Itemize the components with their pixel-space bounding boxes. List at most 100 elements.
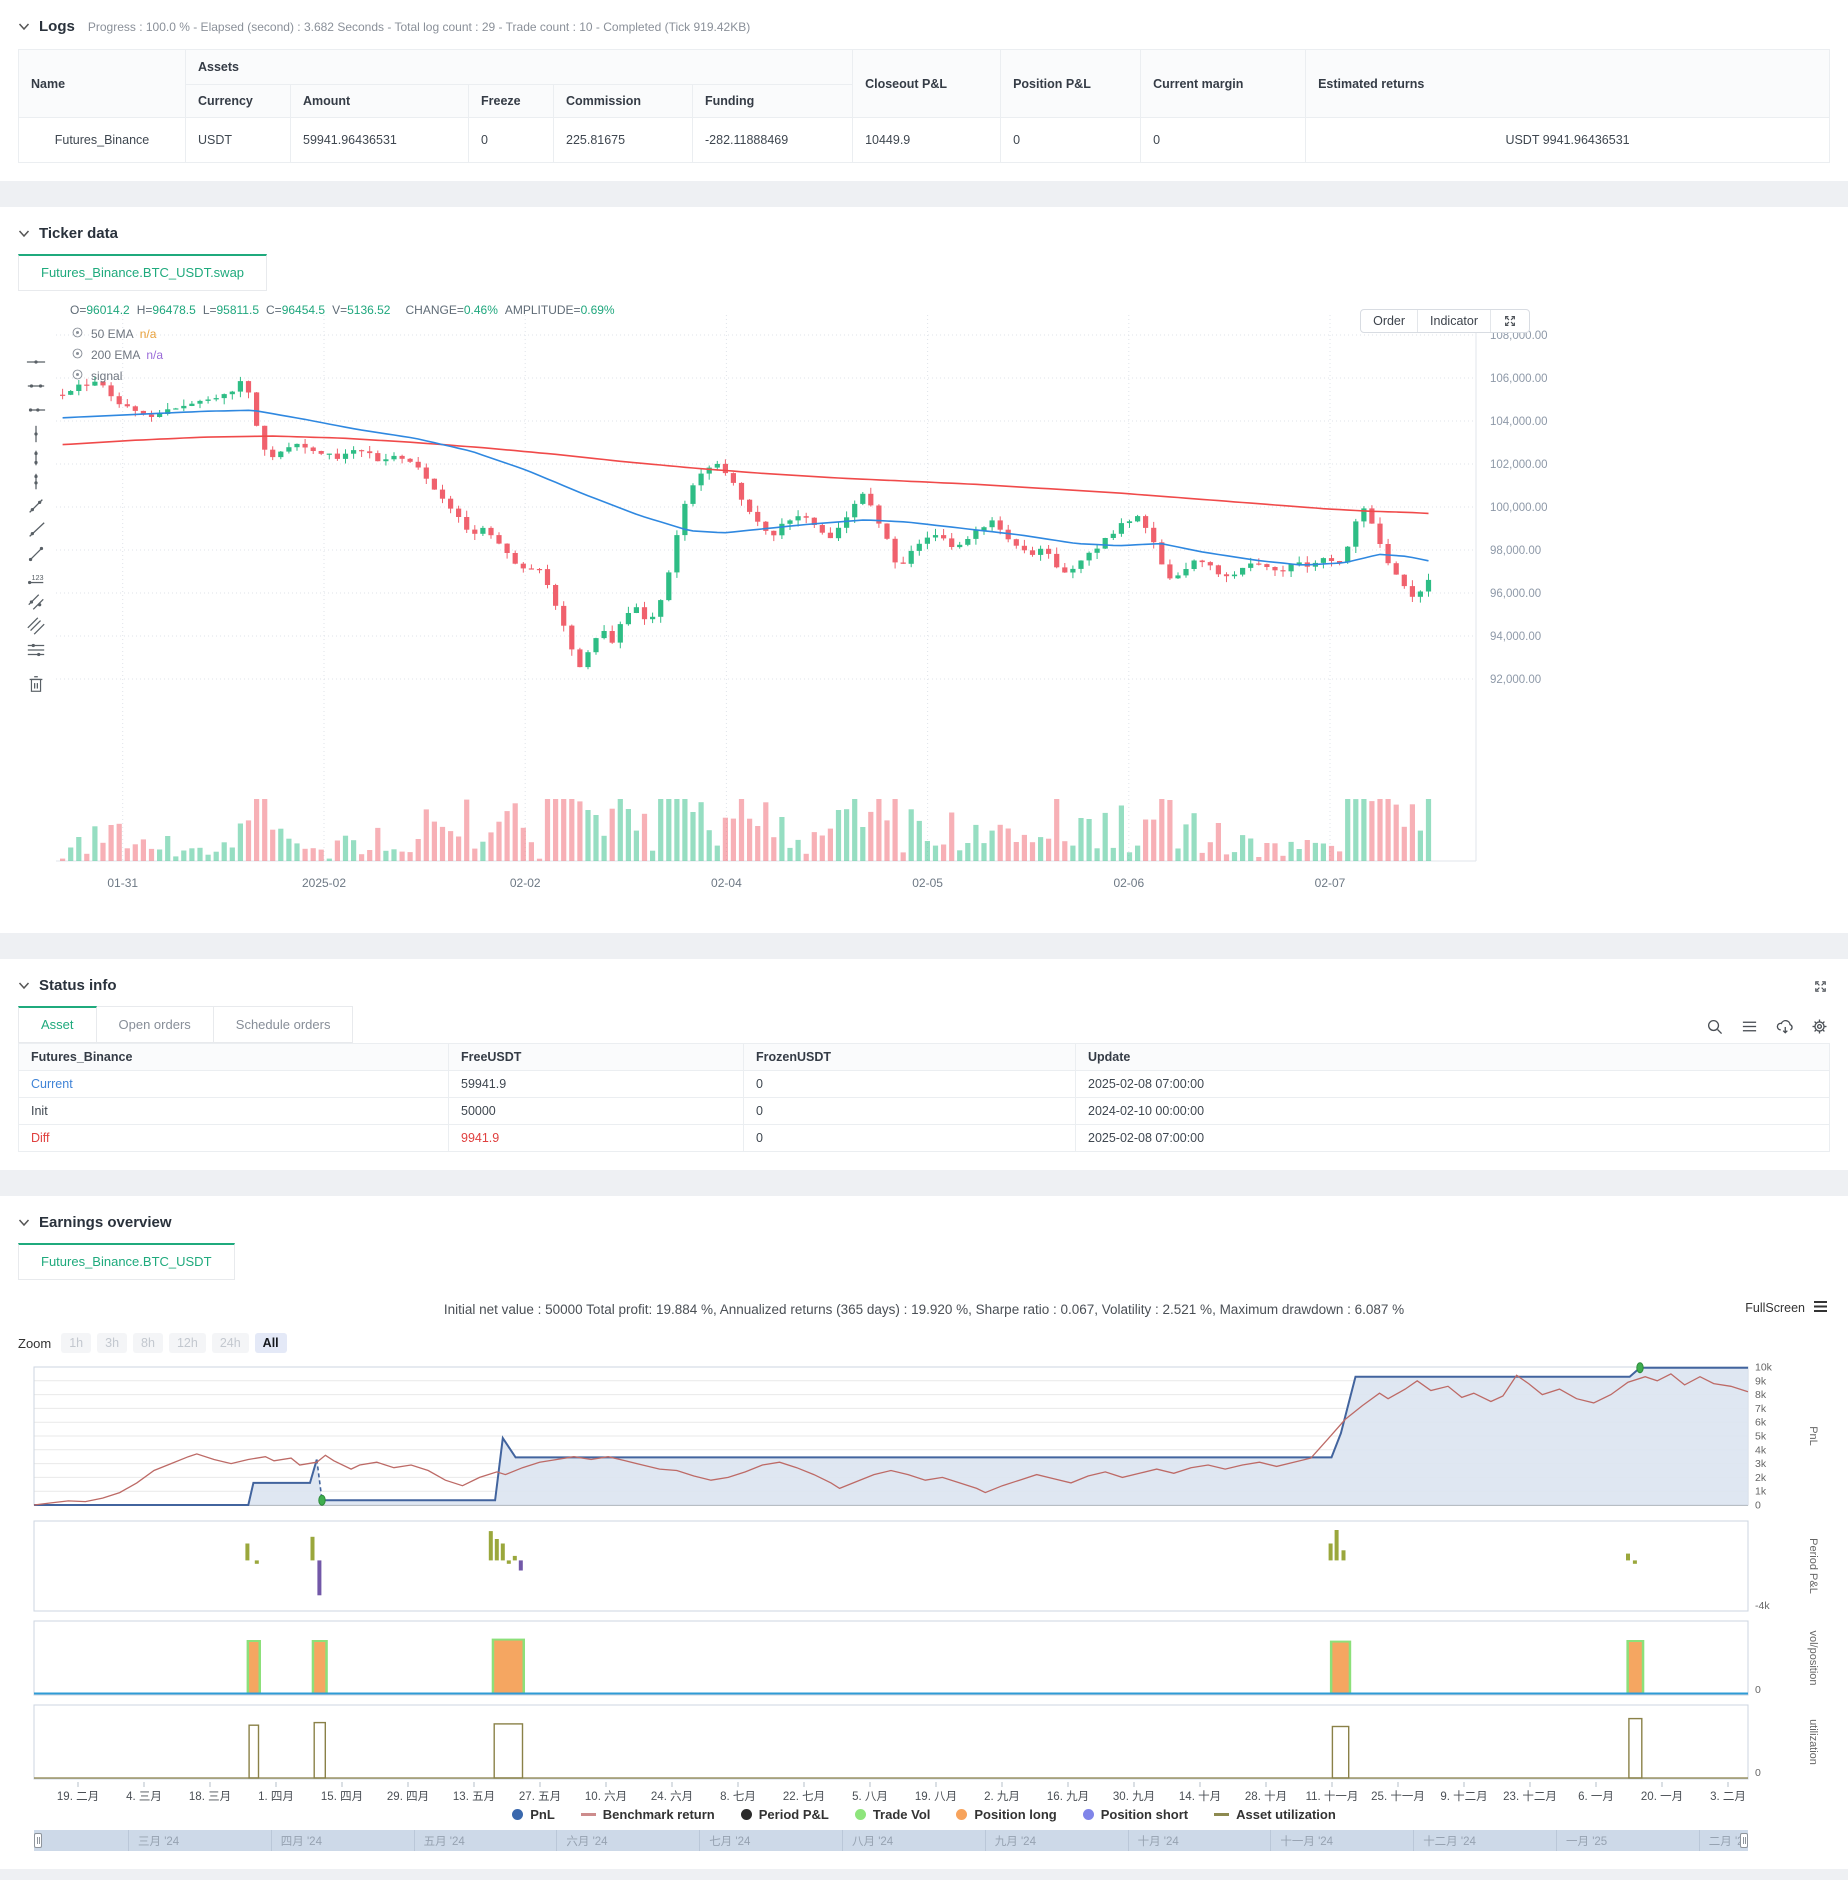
navigator-month-label: 十一月 '24 (1280, 1836, 1334, 1848)
navigator-month-label: 四月 '24 (280, 1836, 322, 1848)
ohlc-label: V= (332, 303, 348, 317)
tool-segment-icon[interactable] (24, 545, 48, 562)
logs-collapse-chevron-icon[interactable] (18, 22, 30, 31)
tool-horizontal-ray-icon[interactable] (24, 401, 48, 418)
tool-parallel-channel-icon[interactable] (24, 616, 48, 635)
tab-asset[interactable]: Asset (18, 1006, 97, 1043)
range-navigator[interactable]: 三月 '24 四月 '24 五月 '24 六月 '24 七月 '24 八月 '24 九月 '… (34, 1830, 1748, 1851)
legend-marker (1214, 1813, 1230, 1816)
legend-item[interactable]: PnL (512, 1807, 555, 1822)
cloud-download-icon[interactable] (1776, 1018, 1793, 1035)
indicator-button[interactable]: Indicator (1417, 310, 1490, 332)
svg-text:2k: 2k (1755, 1472, 1767, 1484)
svg-text:9k: 9k (1755, 1375, 1767, 1387)
row-label-current[interactable]: Current (18, 1070, 449, 1098)
cell-estimated-returns: USDT 9941.96436531 (1305, 117, 1830, 163)
indicator-name: 50 EMA (91, 327, 134, 341)
navigator-handle-right[interactable] (1740, 1833, 1748, 1848)
earnings-section: Earnings overview Futures_Binance.BTC_US… (0, 1196, 1848, 1869)
menu-icon[interactable] (1741, 1018, 1758, 1035)
cell-free: 9941.9 (448, 1124, 744, 1152)
tool-vertical-segment-icon[interactable] (24, 449, 48, 466)
svg-text:13. 五月: 13. 五月 (453, 1791, 495, 1803)
status-expand-icon[interactable] (1813, 979, 1828, 999)
navigator-divider (270, 1830, 272, 1851)
tab-schedule-orders[interactable]: Schedule orders (213, 1006, 354, 1043)
zoom-all-button[interactable]: All (254, 1333, 287, 1353)
navigator-month-label: 九月 '24 (994, 1836, 1036, 1848)
eye-icon[interactable] (70, 367, 85, 385)
tool-trend-line-icon[interactable] (24, 497, 48, 514)
svg-text:23. 十二月: 23. 十二月 (1503, 1789, 1557, 1803)
tab-earnings-symbol[interactable]: Futures_Binance.BTC_USDT (18, 1243, 235, 1280)
indicator-value: n/a (139, 327, 157, 341)
earnings-legend: PnL Benchmark return Period P&L Trade Vol Po… (18, 1807, 1830, 1822)
logs-section: Logs Progress : 100.0 % - Elapsed (secon… (0, 0, 1848, 181)
svg-text:8. 七月: 8. 七月 (720, 1790, 756, 1803)
tool-ray-icon[interactable] (24, 521, 48, 538)
svg-text:7k: 7k (1755, 1403, 1767, 1415)
earnings-stats-row: Initial net value : 50000 Total profit: … (18, 1300, 1830, 1317)
cell-freeze: 0 (468, 117, 554, 163)
navigator-divider (1127, 1830, 1129, 1851)
status-collapse-chevron-icon[interactable] (18, 981, 30, 990)
status-toolbar (1706, 1018, 1828, 1035)
navigator-month-label: 十月 '24 (1137, 1836, 1179, 1848)
search-icon[interactable] (1706, 1018, 1723, 1035)
tool-price-note-icon[interactable]: 123 (24, 569, 48, 586)
fullscreen-label[interactable]: FullScreen (1745, 1301, 1805, 1315)
zoom-24h-button[interactable]: 24h (211, 1333, 249, 1353)
tool-horizontal-segment-icon[interactable] (24, 377, 48, 394)
tool-horizontal-line-icon[interactable] (24, 353, 48, 370)
zoom-8h-button[interactable]: 8h (133, 1333, 163, 1353)
indicator-row-signal[interactable]: signal (70, 367, 122, 385)
ticker-collapse-chevron-icon[interactable] (18, 229, 30, 238)
legend-item[interactable]: Benchmark return (580, 1807, 715, 1822)
legend-marker (740, 1809, 752, 1820)
candlestick-chart-area: 123 108,000.00 106,000.00 104,000.00 102,00… (18, 301, 1830, 915)
navigator-handle-left[interactable] (34, 1833, 42, 1848)
tool-horizontal-parallels-icon[interactable] (24, 641, 48, 658)
indicator-row-ema200[interactable]: 200 EMA n/a (70, 346, 163, 364)
chart-fullscreen-icon[interactable] (1490, 310, 1529, 332)
tab-open-orders[interactable]: Open orders (96, 1006, 214, 1043)
svg-text:Period P&L: Period P&L (1807, 1538, 1819, 1594)
zoom-3h-button[interactable]: 3h (97, 1333, 128, 1353)
col-header-account: Futures_Binance (18, 1043, 449, 1071)
table-row: Current 59941.9 0 2025-02-08 07:00:00 (18, 1070, 1830, 1098)
legend-item[interactable]: Position long (956, 1807, 1057, 1822)
legend-item[interactable]: Asset utilization (1214, 1807, 1336, 1822)
legend-item[interactable]: Position short (1082, 1807, 1189, 1822)
legend-item[interactable]: Period P&L (740, 1807, 829, 1822)
tab-ticker-symbol[interactable]: Futures_Binance.BTC_USDT.swap (18, 254, 268, 291)
zoom-1h-button[interactable]: 1h (61, 1333, 92, 1353)
tool-vertical-line-icon[interactable] (24, 425, 48, 442)
candlestick-chart[interactable]: 108,000.00 106,000.00 104,000.00 102,000.00… (56, 301, 1832, 901)
earnings-tabs: Futures_Binance.BTC_USDT (18, 1243, 1830, 1280)
settings-icon[interactable] (1811, 1018, 1828, 1035)
svg-text:27. 五月: 27. 五月 (519, 1791, 561, 1803)
eye-icon[interactable] (70, 346, 85, 364)
svg-text:106,000.00: 106,000.00 (1490, 373, 1548, 385)
ohlc-value: 96454.5 (281, 303, 326, 317)
indicator-row-ema50[interactable]: 50 EMA n/a (70, 325, 156, 343)
fullscreen-control[interactable]: FullScreen (1745, 1300, 1828, 1316)
tool-parallel-segment-icon[interactable] (24, 593, 48, 610)
zoom-12h-button[interactable]: 12h (168, 1333, 206, 1353)
ohlc-value: 95811.5 (216, 303, 260, 317)
tool-vertical-ray-icon[interactable] (24, 473, 48, 490)
legend-item[interactable]: Trade Vol (854, 1807, 930, 1822)
order-button[interactable]: Order (1373, 314, 1406, 328)
svg-text:94,000.00: 94,000.00 (1490, 631, 1541, 643)
menu-icon[interactable] (1813, 1300, 1828, 1316)
earnings-stats: Initial net value : 50000 Total profit: … (443, 1302, 1405, 1317)
svg-text:6k: 6k (1755, 1417, 1767, 1429)
legend-label: Period P&L (758, 1807, 829, 1822)
col-header-current-margin: Current margin (1140, 49, 1307, 118)
earnings-collapse-chevron-icon[interactable] (18, 1218, 30, 1227)
eye-icon[interactable] (70, 325, 85, 343)
legend-label: Position short (1100, 1807, 1189, 1822)
tool-delete-icon[interactable] (24, 675, 48, 692)
svg-text:5. 八月: 5. 八月 (852, 1791, 888, 1803)
